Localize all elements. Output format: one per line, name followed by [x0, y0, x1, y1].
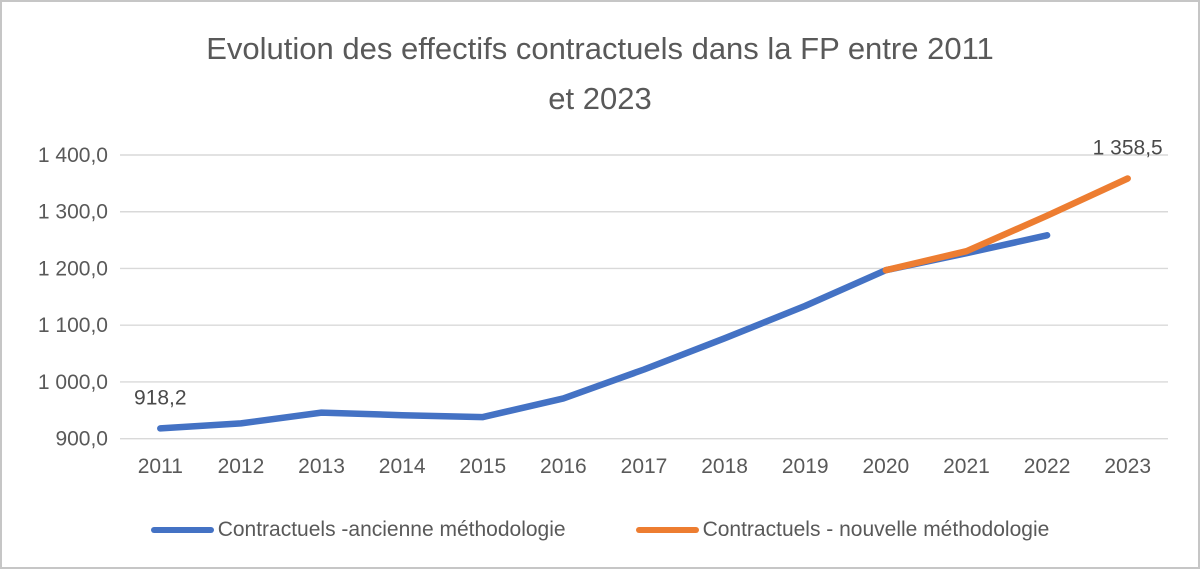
legend-swatch-blue	[150, 527, 214, 533]
legend-label-ancienne: Contractuels -ancienne méthodologie	[217, 518, 566, 541]
y-axis-tick-label: 1 400,0	[38, 144, 108, 167]
x-axis-tick-label: 2015	[459, 455, 506, 478]
x-axis-tick-label: 2014	[379, 455, 426, 478]
data-label: 918,2	[134, 386, 187, 409]
chart-title: Evolution des effectifs contractuels dan…	[2, 24, 1198, 124]
x-axis-tick-label: 2023	[1104, 455, 1151, 478]
chart-title-line2: et 2023	[548, 81, 652, 116]
x-axis-tick-label: 2016	[540, 455, 587, 478]
y-axis-tick-label: 900,0	[55, 428, 108, 451]
x-axis-tick-label: 2017	[621, 455, 668, 478]
legend: Contractuels -ancienne méthodologie Cont…	[2, 509, 1198, 551]
data-label: 1 358,5	[1093, 137, 1163, 160]
legend-item-ancienne: Contractuels -ancienne méthodologie	[150, 518, 566, 542]
x-axis-tick-label: 2018	[701, 455, 748, 478]
legend-item-nouvelle: Contractuels - nouvelle méthodologie	[635, 518, 1050, 542]
legend-swatch-orange	[635, 527, 699, 533]
x-axis-tick-label: 2022	[1024, 455, 1071, 478]
y-axis-tick-label: 1 200,0	[38, 257, 108, 280]
legend-label-nouvelle: Contractuels - nouvelle méthodologie	[702, 518, 1050, 541]
x-axis-tick-label: 2021	[943, 455, 990, 478]
x-axis-tick-label: 2019	[782, 455, 829, 478]
x-axis-tick-label: 2011	[138, 455, 183, 478]
y-axis-tick-label: 1 100,0	[38, 314, 108, 337]
y-axis-tick-label: 1 300,0	[38, 201, 108, 224]
x-axis-tick-label: 2020	[862, 455, 909, 478]
x-axis-tick-label: 2012	[218, 455, 265, 478]
series-line-1	[882, 175, 1131, 274]
y-axis-tick-label: 1 000,0	[38, 371, 108, 394]
x-axis-tick-label: 2013	[298, 455, 345, 478]
chart-title-line1: Evolution des effectifs contractuels dan…	[206, 31, 994, 66]
